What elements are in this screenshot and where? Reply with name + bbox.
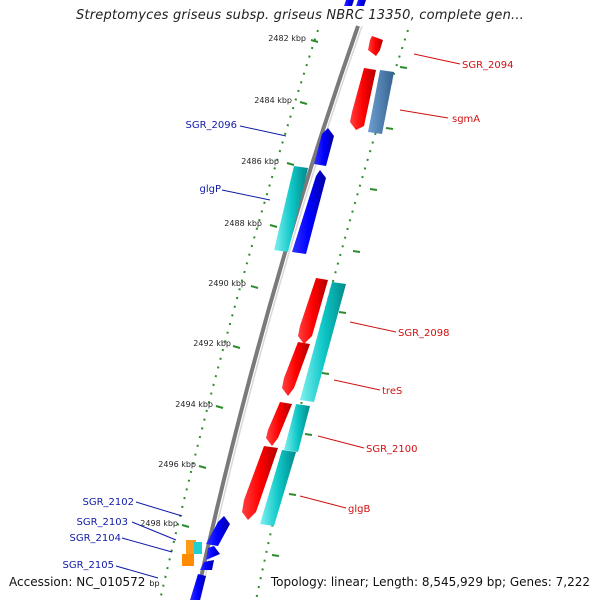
tick-label-2488: 2488 kbp xyxy=(224,219,262,228)
label-sgr2098[interactable]: SGR_2098 xyxy=(398,328,450,339)
feature-top-partial-1[interactable] xyxy=(344,0,354,6)
gene-sgr2100[interactable] xyxy=(284,404,310,452)
gene-glgp[interactable] xyxy=(274,166,308,252)
gene-sgr2104-orange[interactable] xyxy=(182,554,194,566)
gene-sgr2098[interactable] xyxy=(300,282,346,402)
cds-sgr2098[interactable] xyxy=(298,278,328,344)
tick-label-2484: 2484 kbp xyxy=(254,96,292,105)
rna-sgma[interactable] xyxy=(368,70,394,134)
genome-backbone xyxy=(194,25,360,600)
cds-sgma[interactable] xyxy=(350,68,376,130)
scale-track-left xyxy=(159,29,319,600)
scale-ticks-right xyxy=(271,66,408,557)
label-glgb[interactable]: glgB xyxy=(348,504,370,515)
tick-label-2496: 2496 kbp xyxy=(158,460,196,469)
cds-sgr2094[interactable] xyxy=(368,36,383,56)
label-sgr2105[interactable]: SGR_2105 xyxy=(63,560,115,571)
cds-sgr2102[interactable] xyxy=(206,516,230,546)
tick-label-2494: 2494 kbp xyxy=(175,400,213,409)
leaders-right xyxy=(299,53,461,509)
cds-glgp[interactable] xyxy=(292,170,326,254)
gene-labels-left: SGR_2096 glgP SGR_2102 SGR_2103 SGR_2104… xyxy=(63,120,238,571)
label-sgr2096[interactable]: SGR_2096 xyxy=(186,120,238,131)
leaders-left xyxy=(115,125,287,579)
tick-label-2482: 2482 kbp xyxy=(268,34,306,43)
scale-ticks-left xyxy=(181,39,319,528)
label-glgp[interactable]: glgP xyxy=(199,184,221,195)
tick-label-2486: 2486 kbp xyxy=(241,157,279,166)
label-sgma[interactable]: sgmA xyxy=(452,114,480,125)
label-sgr2100[interactable]: SGR_2100 xyxy=(366,444,418,455)
cds-sgr2096[interactable] xyxy=(314,128,334,166)
label-sgr2104[interactable]: SGR_2104 xyxy=(70,533,122,544)
gene-sgr2103-orange[interactable] xyxy=(186,540,196,554)
cds-sgr2100[interactable] xyxy=(266,402,292,446)
forward-features xyxy=(242,36,394,526)
gene-labels-right: SGR_2094 sgmA SGR_2098 treS SGR_2100 glg… xyxy=(348,60,514,515)
reverse-features xyxy=(182,128,334,600)
scale-labels: 2482 kbp 2484 kbp 2486 kbp 2488 kbp 2490… xyxy=(140,34,306,528)
accession-unit: bp xyxy=(149,579,160,588)
accession-label: Accession: NC_010572 xyxy=(9,575,146,589)
cds-sgr2104[interactable] xyxy=(206,546,220,560)
gene-glgb[interactable] xyxy=(260,450,296,526)
accession-info: Accession: NC_010572 bp xyxy=(9,575,160,589)
tick-label-2492: 2492 kbp xyxy=(193,339,231,348)
genome-backbone-highlight xyxy=(199,25,363,600)
cds-bottom-partial[interactable] xyxy=(190,574,206,600)
cds-glgb[interactable] xyxy=(242,446,278,520)
label-sgr2102[interactable]: SGR_2102 xyxy=(83,497,135,508)
gene-sgr2103-teal[interactable] xyxy=(194,542,202,554)
tick-label-2498: 2498 kbp xyxy=(140,519,178,528)
tick-label-2490: 2490 kbp xyxy=(208,279,246,288)
genome-summary: Topology: linear; Length: 8,545,929 bp; … xyxy=(270,575,590,589)
label-tres[interactable]: treS xyxy=(382,386,402,397)
cds-sgr2105[interactable] xyxy=(200,560,214,570)
map-title: Streptomyces griseus subsp. griseus NBRC… xyxy=(75,8,525,23)
label-sgr2094[interactable]: SGR_2094 xyxy=(462,60,514,71)
label-sgr2103[interactable]: SGR_2103 xyxy=(77,517,129,528)
cds-tres[interactable] xyxy=(282,342,310,396)
feature-top-partial-2[interactable] xyxy=(356,0,366,6)
